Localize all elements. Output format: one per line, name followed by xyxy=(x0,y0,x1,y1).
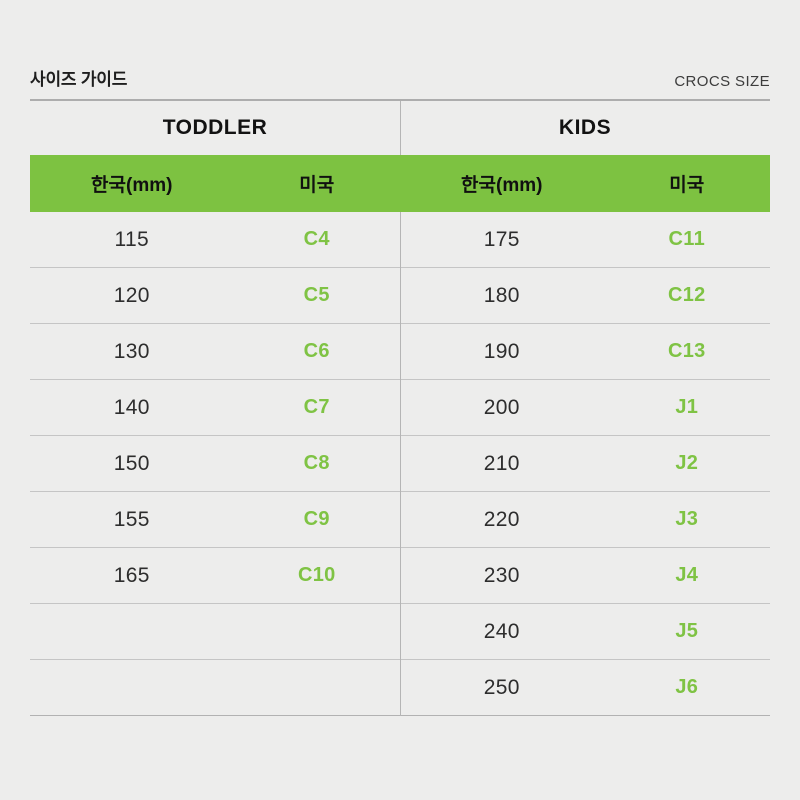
column-header-row: 한국(mm) 미국 xyxy=(400,155,770,212)
table-row: 120 C5 xyxy=(30,268,400,324)
us-size: C6 xyxy=(303,340,330,362)
us-size: C11 xyxy=(668,228,705,250)
us-size: C9 xyxy=(303,508,330,530)
table-row: 220 J3 xyxy=(400,492,770,548)
section-title-kids: KIDS xyxy=(558,116,612,139)
us-size: C8 xyxy=(303,452,330,474)
us-size: J2 xyxy=(675,452,699,474)
us-size: C5 xyxy=(303,284,330,306)
us-size: C10 xyxy=(297,564,336,586)
section-title-toddler: TODDLER xyxy=(162,116,268,139)
table-row-empty xyxy=(30,660,400,716)
page-title: 사이즈 가이드 xyxy=(30,70,128,89)
table-row: 190 C13 xyxy=(400,324,770,380)
table-row: 155 C9 xyxy=(30,492,400,548)
table-row: 150 C8 xyxy=(30,436,400,492)
table-row: 250 J6 xyxy=(400,660,770,716)
table-row-empty xyxy=(30,604,400,660)
us-size: C12 xyxy=(667,284,706,306)
korea-size: 175 xyxy=(483,227,520,251)
korea-size: 165 xyxy=(113,563,150,587)
table-row: 240 J5 xyxy=(400,604,770,660)
us-size: J5 xyxy=(675,620,699,642)
table-row: 130 C6 xyxy=(30,324,400,380)
korea-size: 220 xyxy=(483,507,520,531)
table-row: 200 J1 xyxy=(400,380,770,436)
korea-size: 140 xyxy=(113,395,150,419)
us-size: J3 xyxy=(675,508,699,530)
us-size: J1 xyxy=(675,396,699,418)
korea-size: 190 xyxy=(483,339,520,363)
korea-size: 130 xyxy=(113,339,150,363)
us-size: C13 xyxy=(667,340,706,362)
table-row: 165 C10 xyxy=(30,548,400,604)
korea-size: 155 xyxy=(113,507,150,531)
size-table: TODDLER 한국(mm) 미국 115 C4 120 C5 130 C6 1… xyxy=(30,101,770,716)
table-row: 210 J2 xyxy=(400,436,770,492)
column-header-us: 미국 xyxy=(299,175,335,196)
table-row: 230 J4 xyxy=(400,548,770,604)
us-size: J6 xyxy=(675,676,699,698)
korea-size: 200 xyxy=(483,395,520,419)
us-size: J4 xyxy=(675,564,699,586)
korea-size: 180 xyxy=(483,283,520,307)
brand-label: CROCS SIZE xyxy=(674,73,770,90)
title-bar: 사이즈 가이드 CROCS SIZE xyxy=(30,62,770,101)
korea-size: 230 xyxy=(483,563,520,587)
section-toddler: TODDLER 한국(mm) 미국 115 C4 120 C5 130 C6 1… xyxy=(30,101,400,716)
table-row: 180 C12 xyxy=(400,268,770,324)
center-divider xyxy=(399,101,401,716)
korea-size: 150 xyxy=(113,451,150,475)
korea-size: 250 xyxy=(483,675,520,699)
table-row: 175 C11 xyxy=(400,212,770,268)
column-header-korea: 한국(mm) xyxy=(91,175,173,196)
table-row: 140 C7 xyxy=(30,380,400,436)
column-header-us: 미국 xyxy=(669,175,705,196)
korea-size: 115 xyxy=(114,227,149,251)
table-row: 115 C4 xyxy=(30,212,400,268)
korea-size: 120 xyxy=(113,283,150,307)
column-header-row: 한국(mm) 미국 xyxy=(30,155,400,212)
us-size: C7 xyxy=(303,396,330,418)
us-size: C4 xyxy=(303,228,330,250)
korea-size: 240 xyxy=(483,619,520,643)
section-kids: KIDS 한국(mm) 미국 175 C11 180 C12 190 C13 2… xyxy=(400,101,770,716)
column-header-korea: 한국(mm) xyxy=(461,175,543,196)
korea-size: 210 xyxy=(483,451,520,475)
